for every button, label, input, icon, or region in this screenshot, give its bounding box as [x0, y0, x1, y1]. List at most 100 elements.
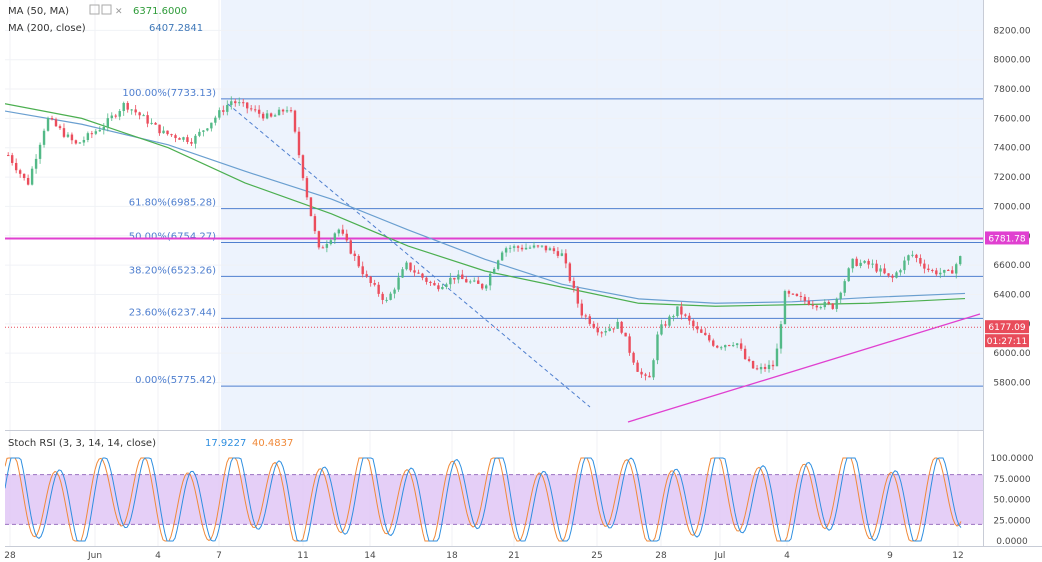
- candle-body: [134, 109, 137, 113]
- candle-body: [684, 314, 687, 316]
- settings-icon[interactable]: [101, 4, 112, 15]
- candle-body: [425, 277, 428, 282]
- candle-body: [469, 281, 472, 283]
- candle-body: [935, 270, 938, 275]
- candle-body: [835, 298, 838, 309]
- candle-body: [333, 233, 337, 241]
- candle-body: [281, 109, 285, 112]
- fib-level-label: 61.80%(6985.28): [129, 198, 216, 209]
- candle-body: [441, 287, 444, 290]
- candle-body: [564, 253, 568, 264]
- time-tick-label: 12: [952, 551, 963, 561]
- rsi-k-line: [5, 457, 962, 542]
- candle-body: [947, 269, 950, 271]
- candle-body: [879, 268, 882, 272]
- candle-body: [90, 133, 94, 135]
- candle-body: [130, 109, 133, 111]
- candle-body: [249, 108, 253, 110]
- candle-body: [397, 277, 400, 290]
- candle-body: [126, 102, 129, 110]
- candle-body: [851, 258, 854, 269]
- candle-body: [959, 256, 962, 265]
- candle-body: [118, 111, 121, 117]
- candle-body: [656, 334, 659, 361]
- candle-body: [735, 343, 739, 346]
- candle-body: [449, 277, 452, 285]
- candle-body: [74, 140, 78, 144]
- candle-body: [496, 260, 500, 269]
- candle-body: [799, 295, 803, 297]
- candle-body: [624, 332, 627, 337]
- price-tags: 6781.78 6177.09 01:27:11: [985, 231, 1029, 348]
- candle-body: [775, 348, 779, 367]
- candle-body: [110, 115, 113, 119]
- candle-body: [26, 178, 30, 185]
- candle-body: [102, 126, 105, 131]
- rsi-axis[interactable]: 0.0000 25.0000 50.0000 75.0000 100.0000: [991, 454, 1034, 547]
- candle-body: [309, 197, 313, 217]
- candle-body: [7, 155, 10, 157]
- candle-body: [377, 284, 380, 294]
- candle-body: [206, 128, 209, 131]
- rsi-tick-label: 75.0000: [993, 475, 1030, 485]
- close-icon[interactable]: ✕: [115, 7, 123, 17]
- eye-icon[interactable]: [89, 4, 100, 15]
- candle-body: [242, 102, 245, 104]
- fib-level-label: 100.00%(7733.13): [122, 88, 216, 99]
- candle-body: [146, 115, 149, 124]
- time-tick-label: Jul: [714, 551, 726, 561]
- candle-body: [891, 275, 894, 278]
- price-tick-label: 8000.00: [993, 56, 1030, 66]
- candle-body: [437, 285, 440, 290]
- fib-level-label: 0.00%(5775.42): [135, 375, 216, 386]
- candle-body: [70, 134, 74, 141]
- candle-body: [210, 122, 213, 129]
- candle-body: [588, 316, 591, 324]
- candle-body: [429, 281, 432, 283]
- candle-body: [122, 102, 125, 112]
- candle-body: [568, 263, 572, 281]
- candle-body: [731, 345, 735, 347]
- fib-level-label: 38.20%(6523.26): [129, 265, 216, 276]
- candle-body: [803, 296, 807, 301]
- time-tick-label: 4: [155, 551, 161, 561]
- candle-body: [815, 305, 819, 308]
- candle-body: [596, 327, 599, 333]
- candle-body: [688, 315, 691, 321]
- candle-body: [166, 130, 169, 135]
- candle-body: [636, 362, 639, 372]
- candle-body: [831, 303, 834, 309]
- candle-body: [373, 283, 376, 285]
- candle-body: [616, 321, 619, 329]
- candle-body: [170, 134, 173, 136]
- candle-body: [66, 134, 70, 137]
- candle-body: [540, 245, 544, 247]
- candle-body: [257, 109, 261, 114]
- candle-body: [62, 128, 66, 137]
- legend-controls[interactable]: ✕: [89, 4, 123, 17]
- time-tick-label: 18: [446, 551, 458, 561]
- candle-body: [481, 283, 484, 289]
- candle-body: [58, 126, 62, 129]
- candle-body: [787, 291, 791, 294]
- candle-body: [30, 168, 34, 185]
- candle-body: [154, 122, 157, 125]
- ma200-line: [5, 110, 966, 304]
- price-tick-label: 8200.00: [993, 26, 1030, 36]
- candle-body: [325, 244, 329, 248]
- candle-body: [652, 360, 655, 378]
- candle-body: [214, 117, 217, 123]
- candle-body: [887, 273, 890, 276]
- candle-body: [341, 229, 344, 234]
- candle-body: [923, 263, 926, 269]
- candle-body: [345, 233, 348, 241]
- candle-body: [755, 368, 759, 370]
- time-axis[interactable]: 28 Jun 4 7 11 14 18 21 25 28 Jul 4 9 12: [4, 551, 963, 561]
- candle-body: [253, 109, 257, 111]
- candle-body: [190, 141, 193, 144]
- candle-body: [138, 112, 141, 116]
- candle-body: [704, 332, 707, 336]
- candle-body: [222, 110, 225, 112]
- rsi-tick-label: 25.0000: [993, 516, 1030, 526]
